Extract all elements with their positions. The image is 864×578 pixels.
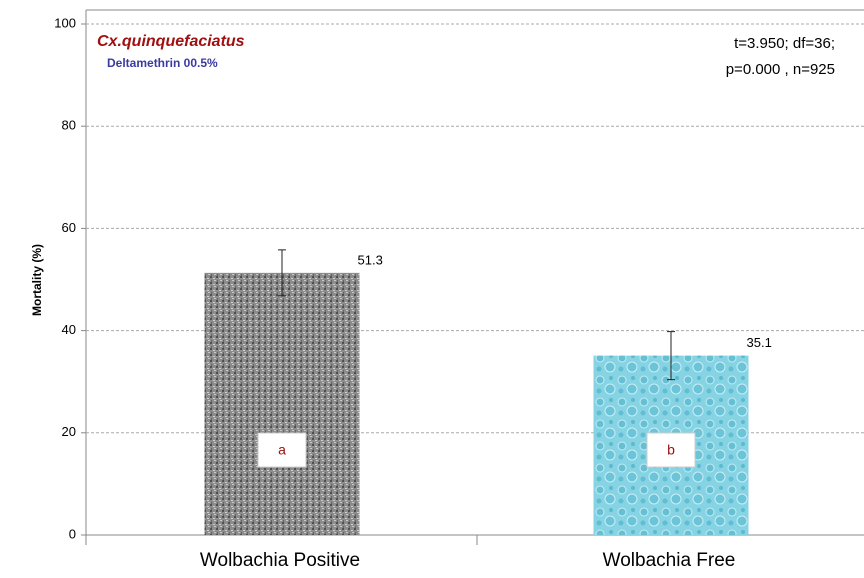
letter-box <box>646 432 696 468</box>
letter-box <box>257 432 307 468</box>
y-tick-label: 100 <box>54 15 76 30</box>
treatment-label: Deltamethrin 00.5% <box>107 56 218 70</box>
bar-letter: b <box>667 442 675 458</box>
stats-label: p=0.000 , n=925 <box>726 61 835 78</box>
y-tick-label: 80 <box>62 118 76 133</box>
y-tick-label: 60 <box>62 220 76 235</box>
y-tick-label: 40 <box>62 322 76 337</box>
value-label: 51.3 <box>358 252 383 267</box>
y-tick-label: 20 <box>62 424 76 439</box>
stats-label: t=3.950; df=36; <box>734 35 835 52</box>
bar-texture <box>204 272 360 535</box>
y-tick-label: 0 <box>69 526 76 541</box>
y-axis-title: Mortality (%) <box>30 244 44 316</box>
bar-letter: a <box>278 442 286 458</box>
x-tick-label: Wolbachia Positive <box>200 550 360 571</box>
x-tick-label: Wolbachia Free <box>603 550 736 571</box>
value-label: 35.1 <box>747 335 772 350</box>
species-label: Cx.quinquefaciatus <box>97 33 245 50</box>
